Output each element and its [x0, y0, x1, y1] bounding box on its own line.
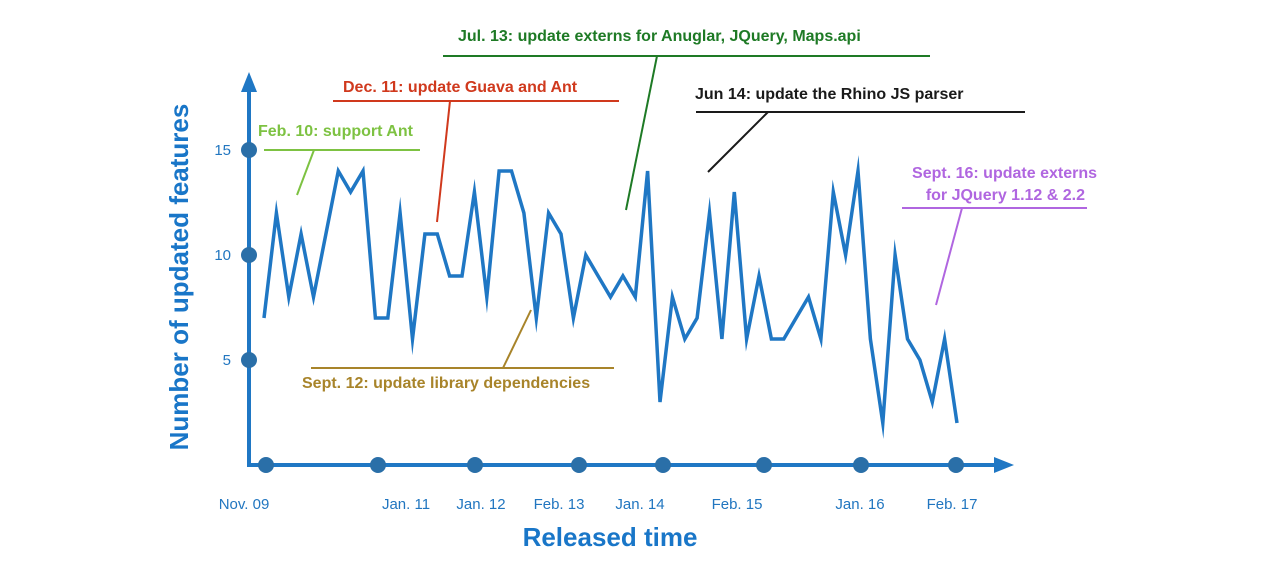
x-tick-label: Jan. 12 — [456, 496, 505, 513]
y-tick-marker — [241, 247, 257, 263]
annotation-label: Dec. 11: update Guava and Ant — [343, 79, 578, 96]
y-tick-label: 10 — [214, 247, 231, 264]
x-tick-marker — [948, 457, 964, 473]
annotation-pointer — [625, 55, 658, 211]
y-axis-title: Number of updated features — [164, 104, 194, 451]
x-tick-label: Feb. 17 — [927, 496, 978, 513]
y-tick-marker — [241, 142, 257, 158]
x-tick-label: Jan. 16 — [835, 496, 884, 513]
x-axis-title: Released time — [523, 522, 698, 552]
y-tick-label: 5 — [223, 352, 231, 369]
y-tick-marker — [241, 352, 257, 368]
annotation-dec11: Dec. 11: update Guava and Ant — [333, 79, 619, 223]
annotation-label-line2: for JQuery 1.12 & 2.2 — [926, 187, 1085, 204]
x-ticks: Nov. 09 Jan. 11 Jan. 12 Feb. 13 Jan. 14 Feb. … — [219, 457, 978, 513]
annotation-jul13: Jul. 13: update externs for Anuglar, JQu… — [443, 28, 930, 211]
y-ticks: 5 10 15 — [214, 142, 257, 369]
annotation-jun14: Jun 14: update the Rhino JS parser — [695, 86, 1025, 173]
x-tick-label: Jan. 14 — [615, 496, 664, 513]
x-tick-label: Feb. 15 — [712, 496, 763, 513]
x-tick-marker — [571, 457, 587, 473]
annotation-pointer — [436, 100, 451, 223]
annotation-sept12: Sept. 12: update library dependencies — [302, 309, 614, 392]
annotation-pointer — [935, 207, 963, 306]
y-axis-arrow — [241, 72, 257, 92]
annotation-sept16: Sept. 16: update externs for JQuery 1.12… — [902, 165, 1097, 306]
x-tick-marker — [853, 457, 869, 473]
x-tick-label: Nov. 09 — [219, 496, 270, 513]
annotation-label: Feb. 10: support Ant — [258, 123, 414, 140]
annotation-feb10: Feb. 10: support Ant — [258, 123, 420, 196]
series — [262, 155, 959, 439]
x-tick-marker — [756, 457, 772, 473]
annotation-label-line1: Sept. 16: update externs — [912, 165, 1097, 182]
annotation-pointer — [502, 309, 532, 369]
x-tick-marker — [467, 457, 483, 473]
x-tick-marker — [258, 457, 274, 473]
series-line — [262, 155, 959, 439]
x-tick-marker — [655, 457, 671, 473]
annotation-label: Sept. 12: update library dependencies — [302, 375, 590, 392]
annotation-label: Jun 14: update the Rhino JS parser — [695, 86, 964, 103]
x-tick-label: Feb. 13 — [534, 496, 585, 513]
x-axis-arrow — [994, 457, 1014, 473]
annotation-label: Jul. 13: update externs for Anuglar, JQu… — [458, 28, 861, 45]
x-tick-label: Jan. 11 — [382, 496, 430, 513]
y-tick-label: 15 — [214, 142, 231, 159]
annotation-pointer — [296, 149, 315, 196]
x-tick-marker — [370, 457, 386, 473]
annotation-pointer — [707, 111, 769, 173]
